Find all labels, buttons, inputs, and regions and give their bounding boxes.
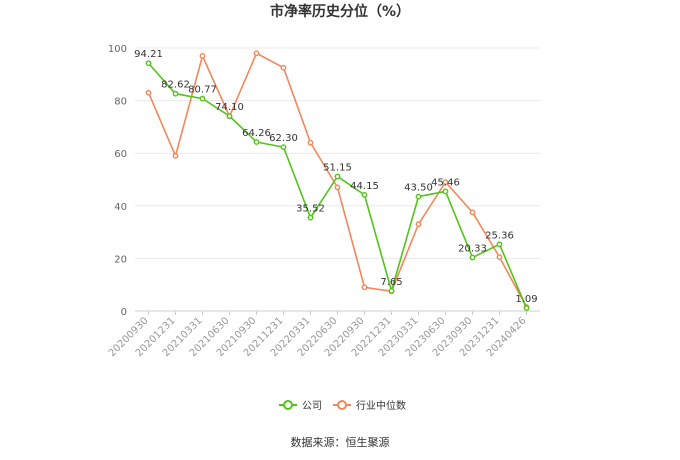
legend[interactable]: 公司 行业中位数 bbox=[279, 399, 406, 412]
company-point bbox=[172, 90, 179, 97]
y-tick-label: 100 bbox=[108, 44, 127, 55]
data-label: 45.46 bbox=[431, 177, 460, 188]
y-tick-label: 40 bbox=[114, 202, 127, 213]
legend-item-industry[interactable]: 行业中位数 bbox=[333, 399, 406, 412]
legend-marker-company bbox=[283, 400, 293, 410]
company-point bbox=[415, 193, 422, 200]
data-label: 25.36 bbox=[485, 230, 514, 241]
chart-title: 市净率历史分位（%） bbox=[270, 3, 410, 20]
industry-point bbox=[496, 254, 503, 260]
industry-point bbox=[199, 52, 206, 59]
data-label: 7.65 bbox=[380, 277, 402, 288]
y-tick-label: 0 bbox=[121, 307, 127, 318]
industry-point bbox=[145, 89, 152, 96]
company-point bbox=[523, 305, 530, 312]
data-label: 44.15 bbox=[350, 181, 379, 192]
data-label: 51.15 bbox=[323, 162, 352, 173]
company-point bbox=[199, 95, 206, 102]
legend-marker-industry bbox=[337, 400, 347, 410]
company-point bbox=[280, 144, 287, 151]
data-label: 62.30 bbox=[269, 133, 298, 144]
y-tick-label: 60 bbox=[114, 149, 127, 160]
y-axis-ticks: 0 20 40 60 80 100 bbox=[108, 44, 127, 318]
data-label: 43.50 bbox=[404, 183, 433, 194]
company-point bbox=[361, 191, 368, 198]
data-label: 80.77 bbox=[188, 85, 217, 96]
industry-point bbox=[361, 284, 368, 291]
company-point bbox=[442, 188, 449, 195]
legend-label-company: 公司 bbox=[302, 401, 322, 412]
industry-point bbox=[415, 221, 422, 228]
industry-point bbox=[469, 209, 476, 216]
legend-label-industry: 行业中位数 bbox=[356, 399, 406, 412]
y-tick-label: 20 bbox=[114, 254, 127, 265]
company-point bbox=[253, 139, 260, 145]
company-point bbox=[307, 214, 314, 221]
legend-item-company[interactable]: 公司 bbox=[279, 400, 322, 412]
data-label: 20.33 bbox=[458, 244, 487, 255]
data-label: 74.10 bbox=[215, 102, 244, 113]
y-tick-label: 80 bbox=[114, 97, 127, 108]
company-point bbox=[226, 113, 233, 120]
industry-point bbox=[172, 152, 179, 159]
data-label: 64.26 bbox=[242, 128, 271, 139]
industry-point bbox=[442, 179, 449, 186]
company-point bbox=[334, 173, 341, 180]
data-label: 1.09 bbox=[515, 294, 537, 305]
data-label: 94.21 bbox=[134, 49, 163, 60]
x-axis-ticks: 2020093020201231202103312021063020210930… bbox=[107, 311, 529, 359]
industry-point bbox=[253, 50, 260, 57]
industry-point bbox=[307, 139, 314, 146]
data-label: 82.62 bbox=[161, 80, 190, 91]
data-label: 35.52 bbox=[296, 204, 325, 215]
source-note: 数据来源：恒生聚源 bbox=[291, 435, 390, 449]
industry-point bbox=[280, 64, 287, 71]
company-point bbox=[496, 241, 503, 248]
industry-point bbox=[334, 184, 341, 191]
company-point bbox=[388, 287, 395, 294]
company-point bbox=[469, 254, 476, 261]
company-series bbox=[145, 60, 530, 312]
company-point bbox=[145, 60, 152, 67]
